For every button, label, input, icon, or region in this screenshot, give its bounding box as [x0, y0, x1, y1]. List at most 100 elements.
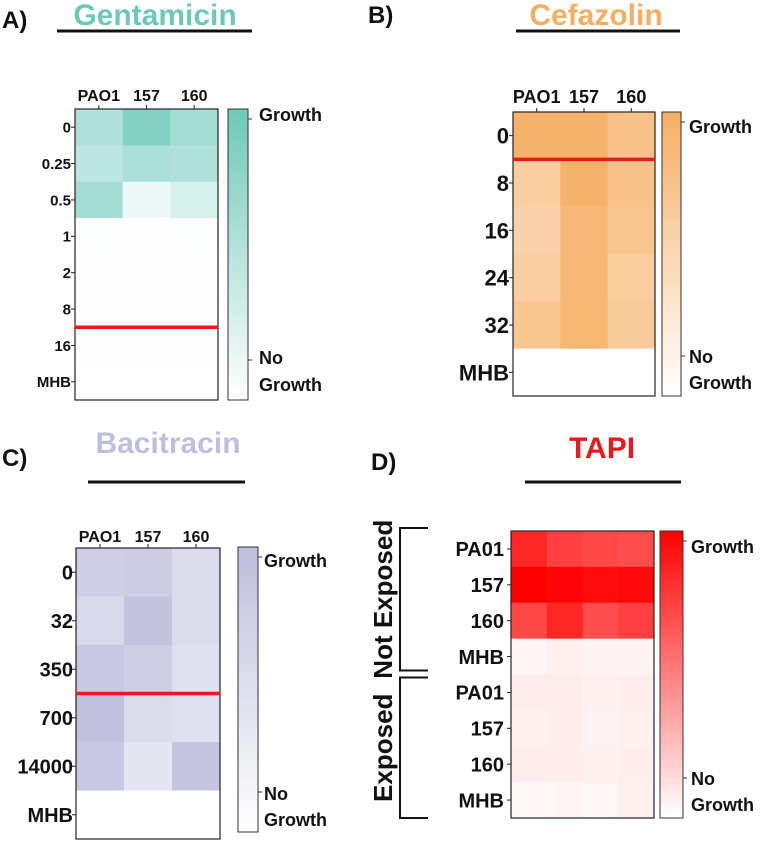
heatmap-cell: [76, 548, 125, 597]
legend-high: Growth: [259, 105, 322, 125]
heatmap-cell: [75, 254, 124, 292]
legend-low: Growth: [259, 375, 322, 395]
row-label: 700: [40, 708, 73, 730]
heatmap-cell: [170, 109, 219, 146]
heatmap-cell: [560, 112, 609, 160]
heatmap-cell: [582, 746, 619, 783]
heatmap-cell: [618, 638, 655, 675]
heatmap-cell: [76, 742, 125, 791]
heatmap-cell: [546, 710, 583, 747]
column-label: 160: [616, 87, 646, 107]
heatmap-cell: [170, 327, 219, 365]
heatmap-cell: [124, 645, 173, 694]
heatmap-cell: [124, 790, 173, 840]
row-label: 8: [63, 301, 71, 318]
heatmap-cell: [560, 301, 609, 350]
heatmap-cell: [170, 363, 219, 401]
row-label: MHB: [27, 805, 73, 827]
column-label: 157: [133, 88, 160, 105]
panel-bacitracin: C) Bacitracin PAO1 157 160 0 32 350 700 14000 MHB G…: [2, 427, 327, 840]
heatmap-cell: [124, 693, 173, 743]
heatmap-cell: [513, 159, 561, 208]
heatmap-cell: [546, 782, 583, 819]
heatmap-cell: [582, 566, 619, 604]
row-label: 160: [471, 754, 504, 776]
row-label: MHB: [37, 374, 71, 391]
row-label: 157: [471, 719, 504, 741]
chart-title: Bacitracin: [95, 427, 240, 460]
heatmap-cell: [607, 206, 656, 255]
heatmap-cell: [75, 290, 124, 328]
group-label: Exposed: [368, 694, 398, 802]
colorbar: [659, 530, 684, 819]
colorbar: [661, 111, 682, 397]
heatmap-cell: [582, 674, 619, 711]
heatmap-cell: [560, 206, 609, 255]
heatmap-cell: [513, 206, 561, 255]
legend-high: Growth: [689, 117, 752, 137]
heatmap-cell: [546, 674, 583, 711]
heatmap-cell: [582, 602, 619, 640]
heatmap-cell: [582, 531, 619, 568]
row-label: 1: [63, 229, 71, 246]
heatmap-cell: [124, 742, 173, 791]
heatmap-cell: [76, 693, 125, 743]
heatmap-cell: [124, 548, 173, 597]
heatmap-cell: [582, 638, 619, 675]
heatmap-cell: [618, 710, 655, 747]
heatmap-cell: [618, 531, 655, 568]
row-label: 14000: [17, 756, 73, 778]
row-label: 0: [63, 120, 71, 137]
row-label: 8: [497, 171, 509, 196]
heatmap-cell: [511, 746, 548, 783]
heatmap-cell: [75, 363, 124, 401]
heatmap-cell: [76, 790, 125, 840]
heatmap-cell: [76, 645, 125, 694]
row-label: 2: [63, 265, 71, 282]
heatmap-cell: [546, 531, 583, 568]
heatmap-cell: [75, 109, 124, 146]
heatmap-cell: [511, 782, 548, 819]
heatmap-cell: [122, 363, 171, 401]
legend-low: No: [691, 769, 715, 789]
heatmap-cell: [607, 348, 656, 397]
column-label: 157: [569, 87, 599, 107]
heatmap-cell: [511, 602, 548, 640]
heatmap-cell: [511, 674, 548, 711]
row-label: PA01: [455, 683, 504, 705]
heatmap-cell: [546, 566, 583, 604]
heatmap-cell: [618, 782, 655, 819]
column-label: 160: [183, 529, 210, 546]
heatmap-cell: [75, 145, 124, 183]
row-label: 32: [51, 611, 73, 633]
heatmap-cell: [607, 159, 656, 208]
panel-gentamicin: A) Gentamicin PAO1 157 160 0 0.25 0.5 1 2 8 16 MHB Gr…: [2, 0, 322, 401]
column-label: PAO1: [79, 529, 121, 546]
heatmap-cell: [618, 674, 655, 711]
heatmap-cell: [172, 645, 221, 694]
row-label: 0.5: [50, 192, 71, 209]
heatmap-cell: [122, 218, 171, 255]
heatmap-cell: [170, 181, 219, 219]
heatmap-cell: [511, 710, 548, 747]
row-label: 0: [62, 562, 73, 584]
legend-low: No: [264, 784, 288, 804]
column-label: 160: [181, 88, 208, 105]
colorbar: [227, 108, 249, 401]
column-label: PAO1: [513, 87, 561, 107]
heatmap-cell: [607, 254, 656, 302]
heatmap-cell: [582, 710, 619, 747]
heatmap-cell: [560, 159, 609, 208]
heatmap-cell: [513, 254, 561, 302]
row-label: PA01: [455, 539, 504, 561]
heatmap-cell: [172, 596, 221, 646]
row-label: MHB: [459, 360, 509, 385]
panel-label: D): [371, 449, 396, 476]
group-label: Not Exposed: [368, 520, 398, 679]
group-bracket: [399, 527, 428, 672]
heatmap-cell: [546, 638, 583, 675]
heatmap-cell: [75, 327, 124, 365]
row-label: 16: [485, 218, 509, 243]
row-label: 0.25: [42, 156, 71, 173]
